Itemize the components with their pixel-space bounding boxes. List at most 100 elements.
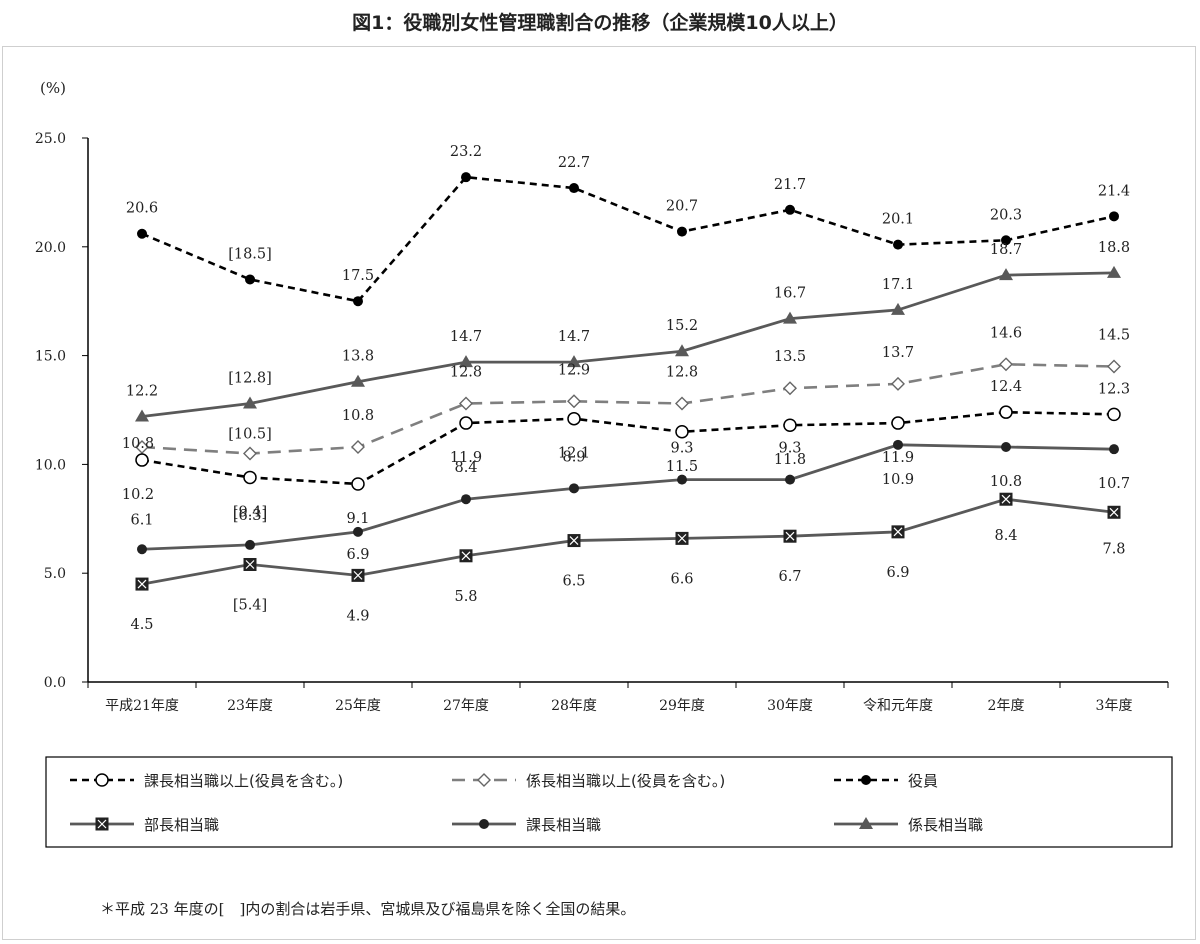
y-axis-unit-label: (%) [40,79,66,97]
data-label: 4.5 [130,617,153,633]
marker-crossed-square [95,817,109,831]
marker-filled-circle [137,544,147,555]
data-label: 12.9 [558,362,590,378]
legend-box [45,756,1173,848]
marker-triangle [675,344,689,357]
legend-item: 課長相当職 [452,816,601,834]
marker-filled-circle [785,474,795,485]
data-label: 12.3 [1098,381,1130,397]
x-tick-label: 令和元年度 [863,698,933,714]
data-label: 13.5 [774,349,806,365]
marker-crossed-square [1107,505,1121,519]
marker-cross [1001,494,1011,504]
marker-open-diamond [243,446,257,461]
data-label: 10.7 [1098,476,1130,492]
series-line [141,443,1115,551]
marker-cross [353,570,363,580]
marker-cross [893,527,903,537]
data-label: 8.9 [562,449,585,465]
series-lines [141,175,1115,586]
marker-open-diamond [891,376,905,391]
series-line [141,410,1115,486]
marker-open-diamond [1107,359,1121,374]
data-label: 12.8 [450,364,482,380]
legend-label: 係長相当職以上(役員を含む。) [526,772,725,790]
marker-triangle [459,355,473,368]
data-label: 18.7 [990,242,1022,258]
marker-cross [245,560,255,569]
data-label: 14.7 [558,329,590,345]
data-label: 12.1 [558,446,590,462]
series-line [141,363,1115,455]
data-label: 6.9 [346,547,369,563]
data-label: 6.1 [130,512,153,528]
x-tick-label: 27年度 [443,698,489,714]
data-label: 11.5 [666,459,698,475]
x-tick-label: 平成21年度 [105,698,179,714]
marker-crossed-square [567,534,581,548]
legend-item: 係長相当職 [834,816,983,834]
x-tick-label: 28年度 [551,698,597,714]
data-label: 10.8 [990,474,1022,490]
marker-filled-circle [479,819,489,829]
data-labels: 20.6 [18.5] 17.5 23.2 22.7 20.7 21.7 20.1 20.3 21… [122,144,1130,633]
marker-crossed-square [891,525,905,539]
data-label: 23.2 [450,144,482,160]
marker-filled-circle [245,274,255,285]
marker-open-circle [891,416,905,430]
legend-label: 部長相当職 [144,816,219,834]
x-tick-label: 29年度 [659,698,705,714]
data-label: 14.7 [450,329,482,345]
data-label: 6.5 [562,574,585,590]
data-label: 6.9 [886,565,909,581]
marker-open-diamond [783,381,797,396]
marker-cross [97,819,107,829]
marker-filled-circle [461,494,471,505]
series-markers [135,172,1121,591]
data-label: [9.4] [233,504,267,520]
data-label: 22.7 [558,155,590,171]
data-label: 20.3 [990,207,1022,223]
legend-label: 課長相当職以上(役員を含む。) [144,772,343,790]
data-label: 9.3 [778,441,801,457]
legend-item: 役員 [834,772,938,790]
axes: 0.0 5.0 10.0 15.0 20.0 25.0 平成21年度 23年度 25年度 27年度… [35,131,1169,714]
marker-filled-circle [353,526,363,537]
data-label: 16.7 [774,286,806,302]
data-label: 10.2 [122,487,154,503]
x-tick-label: 25年度 [335,698,381,714]
data-label: 10.9 [882,472,914,488]
marker-cross [137,579,147,589]
marker-cross [461,551,471,561]
legend-label: 係長相当職 [908,816,983,834]
marker-crossed-square [135,577,149,591]
data-label: 12.2 [126,384,158,400]
marker-filled-circle [569,483,579,494]
legend-label: 役員 [908,772,938,790]
marker-filled-circle [893,439,903,450]
marker-filled-circle [677,474,687,485]
legend-label: 課長相当職 [526,816,601,834]
marker-filled-circle [785,204,795,215]
marker-triangle [859,817,873,829]
marker-triangle [567,355,581,368]
marker-cross [785,531,795,541]
x-tick-label: 3年度 [1096,698,1133,714]
marker-triangle [783,311,797,324]
series-line [141,497,1115,586]
marker-triangle [243,396,257,409]
x-tick-label: 23年度 [227,698,273,714]
marker-crossed-square [243,557,257,571]
marker-open-circle [243,470,257,485]
marker-filled-circle [353,296,363,307]
series-line [141,271,1115,418]
series-line [141,175,1115,303]
marker-triangle [1107,265,1121,278]
data-label: 11.9 [450,450,482,466]
marker-filled-circle [1109,444,1119,455]
data-label: 6.6 [670,571,693,587]
marker-cross [1109,507,1119,517]
marker-open-circle [351,477,365,491]
